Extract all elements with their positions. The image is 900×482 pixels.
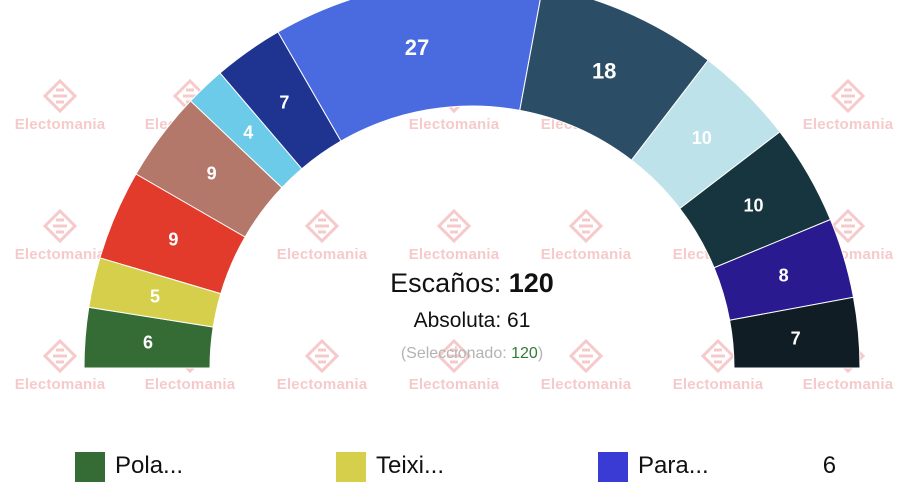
parliament-chart-area: Electomania Electomania Electomania Electom… bbox=[15, 0, 893, 482]
seat-label-8: 10 bbox=[692, 128, 712, 148]
majority-line: Absoluta: 61 bbox=[322, 309, 622, 333]
seat-label-7: 18 bbox=[592, 59, 616, 84]
legend-label: Teixi... bbox=[376, 452, 445, 479]
seat-label-3: 9 bbox=[207, 164, 217, 184]
seat-label-6: 27 bbox=[405, 35, 429, 60]
selected-value: 120 bbox=[511, 345, 538, 362]
legend: Pola... 6 Teixi... 5 Para... 6 bbox=[0, 452, 900, 482]
seat-label-10: 8 bbox=[779, 266, 789, 286]
parliament-chart: 6 5 9 9 4 7 27 18 10 10 8 7 bbox=[83, 0, 861, 369]
total-seats: Escaños: 120 bbox=[322, 268, 622, 299]
seat-label-2: 9 bbox=[168, 230, 178, 250]
legend-swatch bbox=[75, 452, 105, 482]
selected-close: ) bbox=[537, 345, 544, 362]
seat-label-4: 4 bbox=[243, 122, 253, 142]
seat-label-0: 6 bbox=[143, 333, 153, 353]
legend-label: Para... bbox=[638, 452, 709, 479]
seat-label-9: 10 bbox=[743, 196, 763, 216]
majority-label: Absoluta: bbox=[413, 309, 502, 332]
legend-item-2[interactable]: Para... 6 bbox=[598, 452, 836, 482]
seat-labels: 6 5 9 9 4 7 27 18 10 10 8 7 bbox=[143, 35, 801, 352]
legend-item-1[interactable]: Teixi... 5 bbox=[336, 452, 611, 482]
seat-segments bbox=[83, 0, 861, 369]
majority-value: 61 bbox=[507, 309, 531, 332]
seat-segment-11[interactable] bbox=[729, 296, 861, 369]
seat-segment-6[interactable] bbox=[277, 0, 543, 142]
legend-swatch bbox=[598, 452, 628, 482]
selected-open: (Seleccionado: bbox=[400, 345, 507, 362]
seat-label-5: 7 bbox=[279, 93, 289, 113]
legend-value: 6 bbox=[822, 452, 837, 479]
legend-label: Pola... bbox=[115, 452, 184, 479]
seats-value: 120 bbox=[508, 268, 554, 298]
legend-item-0[interactable]: Pola... 6 bbox=[75, 452, 350, 482]
seat-label-1: 5 bbox=[150, 286, 160, 306]
selected-line: (Seleccionado: 120) bbox=[322, 345, 622, 363]
seat-label-11: 7 bbox=[791, 328, 801, 348]
seats-label: Escaños: bbox=[390, 268, 502, 298]
legend-swatch bbox=[336, 452, 366, 482]
